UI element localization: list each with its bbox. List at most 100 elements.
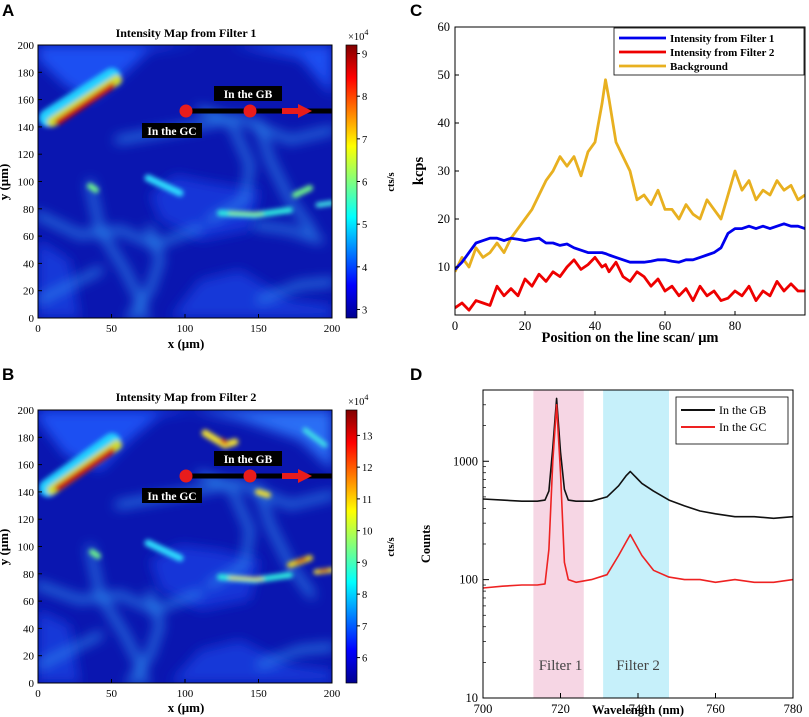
x-tick-label: 50 (106, 323, 118, 335)
gb-label-a: In the GB (224, 89, 273, 101)
colorbar-a-ticks: 3 4 5 6 7 8 9 (357, 50, 368, 316)
y-tick-label: 60 (23, 596, 35, 608)
colorbar-tick-label: 7 (362, 135, 367, 146)
colorbar-tick-label: 9 (362, 558, 367, 569)
y-tick-label: 100 (18, 542, 35, 554)
series-line-in-the-gc (483, 403, 793, 589)
y-tick-label: 160 (18, 95, 35, 107)
gb-marker-a (243, 104, 257, 118)
intensity-map-a (38, 45, 332, 318)
colorbar-tick-label: 4 (362, 263, 368, 274)
x-tick-label: 200 (324, 688, 341, 700)
series-line-intensity-from-filter-1 (455, 222, 805, 271)
axis-b: 0 50 100 150 200 0 20 40 60 80 100 120 140 160 180 200 (18, 405, 341, 700)
gb-label-b: In the GB (224, 454, 273, 466)
y-tick-label: 60 (23, 231, 35, 243)
chart-c-legend: Intensity from Filter 1 Intensity from Fi… (613, 27, 805, 76)
y-tick-label: 40 (438, 116, 451, 130)
gb-label-b-box (214, 451, 282, 466)
line-scan-b: In the GB In the GC (142, 451, 332, 503)
y-tick-label: 10 (466, 691, 479, 705)
y-tick-label: 180 (18, 432, 35, 444)
panel-b-title: Intensity Map from Filter 2 (116, 390, 257, 404)
gb-marker-b (243, 469, 257, 483)
y-tick-label: 120 (18, 514, 35, 526)
colorbar-a-gradient (345, 44, 358, 319)
colorbar-tick-label: 10 (362, 527, 373, 538)
gc-label-b-box (142, 488, 202, 503)
colorbar-b-multiplier: ×104 (348, 393, 368, 408)
y-tick-label: 120 (18, 149, 35, 161)
panel-a: A Intensity Map from Filter 1 (0, 1, 397, 351)
panel-a-xlabel: x (μm) (168, 336, 205, 351)
x-tick-label: 720 (551, 702, 570, 716)
y-tick-label: 20 (23, 286, 35, 298)
colorbar-tick-label: 3 (362, 305, 367, 316)
colorbar-b-gradient (345, 409, 358, 684)
y-tick-label: 0 (29, 678, 35, 690)
y-tick-label: 1000 (453, 454, 478, 468)
colorbar-tick-label: 8 (362, 92, 367, 103)
series-line-in-the-gb (483, 397, 793, 520)
chart-c-plot (455, 78, 805, 312)
y-tick-label: 200 (18, 40, 35, 52)
x-tick-label: 150 (250, 323, 267, 335)
colorbar-tick-label: 6 (362, 178, 367, 189)
y-tick-label: 30 (438, 164, 451, 178)
chart-c-xlabel: Position on the line scan/ μm (542, 330, 719, 346)
gc-marker-b (179, 469, 193, 483)
colorbar-tick-label: 8 (362, 590, 367, 601)
colorbar-tick-label: 13 (362, 431, 373, 442)
panel-letter-c: C (410, 1, 422, 20)
x-tick-label: 40 (589, 319, 602, 333)
line-scan-a: In the GB In the GC (142, 86, 332, 138)
gc-marker-a (179, 104, 193, 118)
y-tick-label: 140 (18, 122, 35, 134)
legend-label: In the GB (719, 403, 766, 417)
x-tick-label: 0 (35, 688, 41, 700)
y-tick-label: 40 (23, 258, 35, 270)
x-tick-label: 150 (250, 688, 267, 700)
y-tick-label: 60 (438, 20, 451, 34)
x-tick-label: 100 (177, 323, 194, 335)
x-tick-label: 740 (629, 702, 648, 716)
x-tick-label: 200 (324, 323, 341, 335)
colorbar-b: 6 7 8 9 10 11 12 13 ×104 cts/s (345, 393, 397, 684)
panel-b: B Intensity Map from Filter 2 (0, 365, 397, 715)
panel-a-ylabel: y (μm) (0, 164, 11, 201)
legend-label: Background (670, 61, 728, 73)
gb-label-a-box (214, 86, 282, 101)
chart-d-xlabel: Wavelength (nm) (592, 703, 684, 717)
panel-b-xlabel: x (μm) (168, 700, 205, 715)
filter-band-label: Filter 2 (616, 658, 660, 674)
colorbar-b-mult-base: ×10 (348, 397, 364, 408)
colorbar-a-exponent: 4 (364, 28, 368, 37)
series-line-intensity-from-filter-2 (455, 255, 805, 312)
y-tick-label: 20 (23, 651, 35, 663)
chart-d-ylabel: Counts (419, 525, 433, 563)
legend-label: In the GC (719, 420, 766, 434)
series-line-background (455, 78, 805, 273)
colorbar-b-ticks: 6 7 8 9 10 11 12 13 (357, 431, 373, 665)
x-tick-label: 0 (35, 323, 41, 335)
colorbar-tick-label: 6 (362, 654, 367, 665)
x-tick-label: 50 (106, 688, 118, 700)
x-tick-label: 100 (177, 688, 194, 700)
x-tick-label: 780 (784, 702, 803, 716)
colorbar-a-mult-base: ×10 (348, 32, 364, 43)
y-tick-label: 50 (438, 68, 451, 82)
x-tick-label: 60 (659, 319, 672, 333)
y-tick-label: 100 (459, 573, 478, 587)
chart-c-axes: 0 20 40 60 80 10 20 30 40 50 60 (438, 20, 742, 333)
chart-d-legend: In the GB In the GC (675, 396, 789, 445)
intensity-map-b (38, 410, 332, 683)
chart-d-legend-box (675, 396, 789, 445)
scan-arrow-b-head (298, 469, 312, 483)
x-tick-label: 700 (474, 702, 493, 716)
x-tick-label: 20 (519, 319, 532, 333)
x-tick-label: 0 (452, 319, 458, 333)
colorbar-a-multiplier: ×104 (348, 28, 368, 43)
gc-label-a: In the GC (147, 126, 196, 138)
x-tick-label: 80 (729, 319, 742, 333)
